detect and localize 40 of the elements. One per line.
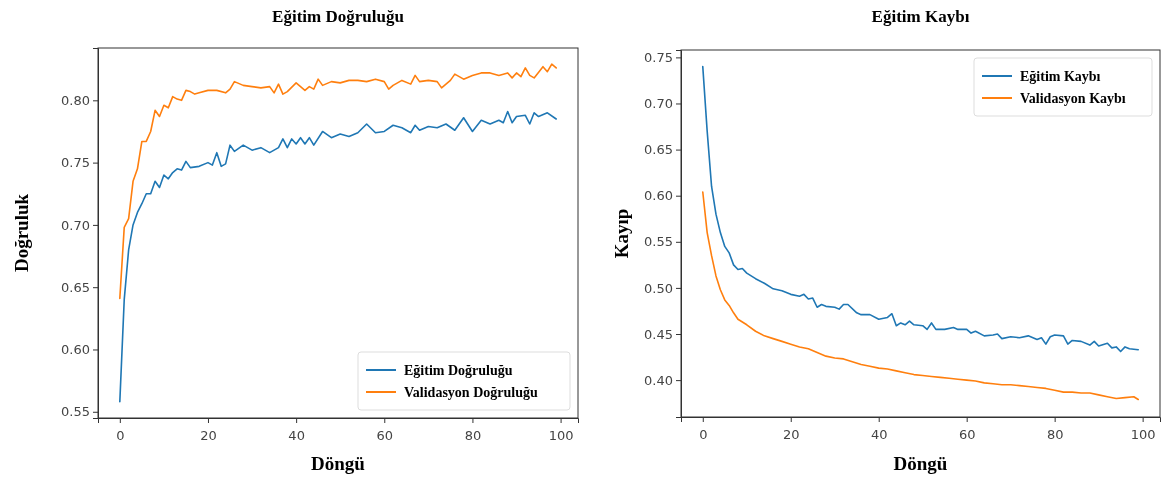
legend-label: Eğitim Kaybı [1020,69,1101,84]
x-tick-label: 80 [464,428,482,444]
x-tick-label: 0 [699,427,708,443]
y-tick-label: 0.65 [644,142,673,158]
line-series [119,110,557,403]
y-tick-label: 0.50 [644,280,673,296]
x-tick-label: 60 [376,428,394,444]
x-tick-label: 0 [116,428,125,444]
x-tick-label: 20 [782,427,800,443]
x-axis-title: Döngü [893,453,948,474]
x-tick-label: 60 [958,427,976,443]
x-tick-label: 80 [1046,427,1064,443]
legend-label: Eğitim Doğruluğu [404,363,513,378]
y-tick-label: 0.75 [61,155,90,171]
x-tick-label: 40 [870,427,888,443]
y-tick-label: 0.80 [61,92,90,108]
y-axis-title: Doğruluk [11,193,32,273]
x-tick-label: 40 [288,428,305,444]
legend-label: Validasyon Kaybı [1020,91,1126,106]
line-series [701,65,1140,353]
y-tick-label: 0.40 [644,372,673,388]
legend-label: Validasyon Doğruluğu [404,385,538,400]
chart-title: Eğitim Kaybı [871,7,970,26]
x-tick-label: 100 [1130,427,1156,443]
y-tick-label: 0.55 [644,234,673,250]
y-tick-label: 0.70 [61,217,90,233]
y-tick-label: 0.70 [644,96,673,112]
x-tick-label: 100 [548,428,574,444]
chart-title: Eğitim Doğruluğu [272,7,404,26]
line-series [701,191,1140,401]
x-tick-label: 20 [200,428,217,444]
y-tick-label: 0.45 [644,326,673,342]
y-tick-label: 0.75 [644,50,673,66]
y-axis-title: Kayıp [611,208,632,259]
y-tick-label: 0.65 [61,279,90,295]
line-series [119,63,557,300]
y-tick-label: 0.55 [61,404,90,420]
x-axis-title: Döngü [311,453,366,474]
y-tick-label: 0.60 [644,188,673,204]
y-tick-label: 0.60 [61,342,90,358]
